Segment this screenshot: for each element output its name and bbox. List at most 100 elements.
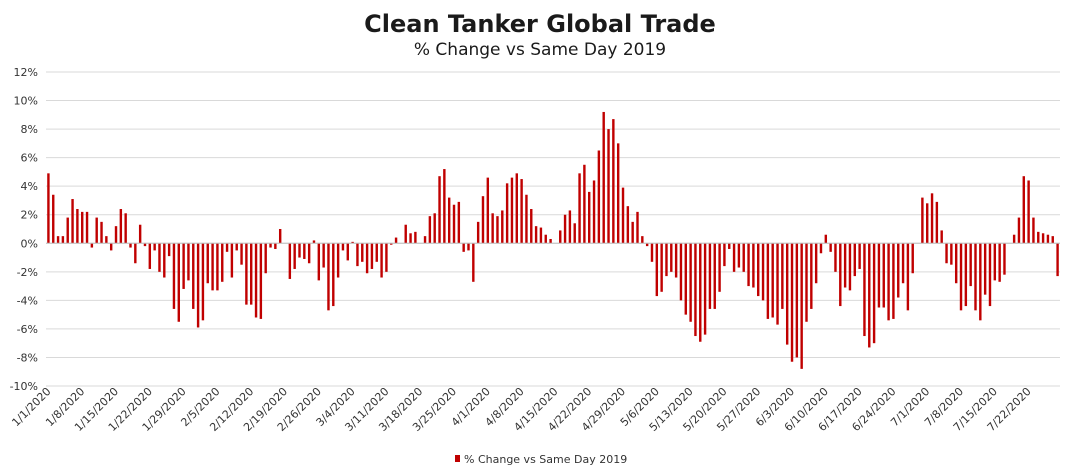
bar [138, 224, 142, 244]
bar [539, 227, 543, 244]
bar [298, 243, 301, 258]
bar [278, 229, 282, 244]
bar [1046, 234, 1050, 244]
bar [254, 243, 258, 318]
bar [568, 210, 572, 244]
bar [476, 221, 480, 244]
bar [81, 211, 84, 244]
bar [47, 173, 50, 244]
bar [578, 173, 581, 244]
bar [544, 234, 547, 244]
bar-series [47, 111, 1059, 369]
bar [684, 243, 687, 315]
bar [491, 213, 494, 244]
bar [969, 243, 972, 287]
bar [979, 243, 982, 321]
bar [370, 243, 374, 269]
bar [930, 193, 934, 244]
bar [380, 243, 383, 278]
bar [887, 243, 890, 321]
bar [877, 243, 881, 308]
bar [660, 243, 663, 292]
bar [100, 221, 103, 244]
bar [800, 243, 803, 369]
bar [703, 243, 707, 335]
bar [1017, 217, 1021, 244]
bar [781, 243, 784, 309]
bar [713, 243, 716, 309]
bar [438, 176, 441, 244]
bar [723, 243, 726, 267]
y-tick-label: 10% [14, 95, 38, 108]
bar [428, 216, 432, 244]
bar [771, 243, 774, 318]
bar [1037, 231, 1040, 244]
chart-title: Clean Tanker Global Trade [364, 10, 716, 38]
bar [819, 243, 823, 254]
bar [834, 243, 837, 272]
bar [959, 243, 963, 311]
bar [1032, 217, 1035, 244]
y-tick-label: -8% [17, 351, 38, 364]
y-tick-label: -4% [17, 294, 38, 307]
bar [858, 243, 861, 269]
bar [901, 243, 905, 284]
bar [699, 243, 702, 342]
bar [452, 204, 456, 244]
y-tick-label: -6% [17, 323, 38, 336]
bar [573, 223, 576, 244]
bar [414, 231, 417, 244]
bar [616, 143, 620, 244]
bar [433, 213, 436, 244]
bar [148, 243, 152, 269]
bar [757, 243, 760, 297]
bar [1056, 243, 1059, 277]
bar [728, 243, 731, 249]
bar [829, 243, 832, 252]
bar [307, 243, 311, 264]
bar [974, 243, 977, 311]
bar [153, 243, 156, 251]
y-tick-label: 0% [21, 237, 38, 250]
bar [694, 243, 697, 337]
gridlines [46, 71, 1060, 387]
bar [201, 243, 205, 321]
bar [90, 243, 94, 248]
bar [187, 243, 190, 281]
bar [708, 243, 712, 309]
bar [486, 177, 490, 244]
bar [863, 243, 866, 337]
bar [293, 243, 296, 269]
x-axis: 1/1/20201/8/20201/15/20201/22/20201/29/2… [9, 385, 1033, 434]
bar [322, 243, 325, 268]
bar [216, 243, 219, 291]
bar [52, 194, 55, 244]
bar [563, 214, 567, 244]
bar [163, 243, 166, 278]
legend-swatch [455, 455, 460, 462]
bar [481, 196, 485, 244]
bar [559, 230, 562, 244]
bar [158, 243, 161, 272]
bar [269, 243, 272, 248]
bar [785, 243, 789, 345]
bar [737, 243, 741, 268]
bar [882, 243, 885, 308]
bar [1012, 234, 1016, 244]
bar [356, 243, 359, 267]
bar [71, 199, 74, 244]
bar [56, 236, 60, 244]
bar [129, 243, 132, 248]
bar [515, 173, 518, 244]
bar [853, 243, 856, 277]
chart-subtitle: % Change vs Same Day 2019 [414, 40, 666, 60]
bar [259, 243, 263, 319]
bar [824, 234, 828, 244]
bar [612, 119, 615, 244]
bar [892, 243, 895, 319]
bar [245, 243, 248, 305]
bar [670, 243, 673, 272]
bar [365, 243, 369, 274]
